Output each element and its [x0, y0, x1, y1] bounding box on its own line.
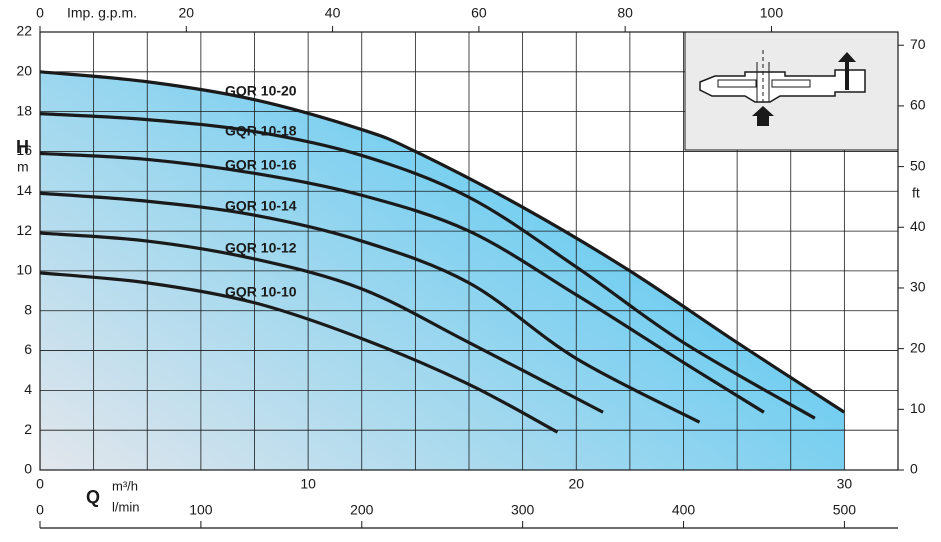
x-axis-unit: m³/h: [112, 478, 138, 493]
y-tick-label: 2: [24, 421, 32, 437]
x-tick-label: 20: [568, 476, 584, 492]
x-tick-label: 30: [837, 476, 853, 492]
y-axis-unit: m: [17, 159, 29, 175]
x2-tick-label: 100: [189, 502, 213, 518]
y2-tick-label: 40: [910, 218, 926, 234]
y-tick-label: 12: [16, 222, 32, 238]
x3-tick-label: 40: [325, 5, 341, 21]
y-tick-label: 8: [24, 301, 32, 317]
curve-label: GQR 10-16: [225, 157, 297, 173]
y2-axis-label: ft: [912, 185, 920, 201]
x3-tick-label: 0: [36, 5, 44, 21]
curve: [39, 70, 846, 414]
curve: [39, 271, 559, 434]
x3-tick-label: 20: [179, 5, 195, 21]
y2-tick-label: 10: [910, 400, 926, 416]
x3-tick-label: 80: [617, 5, 633, 21]
x2-tick-label: 300: [511, 502, 535, 518]
curve: [39, 151, 765, 414]
y-tick-label: 0: [24, 461, 32, 477]
y-tick-label: 10: [16, 262, 32, 278]
plot-frame: [39, 31, 899, 471]
curve-label: GQR 10-14: [225, 198, 297, 214]
y2-tick-label: 60: [910, 97, 926, 113]
y2-tick-label: 70: [910, 36, 926, 52]
x2-tick-label: 500: [833, 502, 857, 518]
curve: [39, 231, 604, 414]
curve-label: GQR 10-18: [225, 123, 297, 139]
y2-tick-label: 30: [910, 279, 926, 295]
y2-tick-label: 0: [910, 461, 918, 477]
x3-tick-label: 60: [471, 5, 487, 21]
y-tick-label: 6: [24, 341, 32, 357]
curve: [39, 112, 816, 420]
x-tick-label: 10: [300, 476, 316, 492]
x3-axis-label: Imp. g.p.m.: [67, 5, 137, 21]
y-tick-label: 16: [16, 142, 32, 158]
x3-tick-label: 100: [760, 5, 784, 21]
curve-label: GQR 10-12: [225, 240, 297, 256]
x-axis-label: Q: [86, 487, 100, 507]
x2-axis-label: l/min: [112, 499, 139, 514]
y-tick-label: 18: [16, 102, 32, 118]
y-tick-label: 4: [24, 381, 32, 397]
curve-label: GQR 10-10: [225, 284, 297, 300]
y-tick-label: 14: [16, 182, 32, 198]
x2-tick-label: 0: [36, 502, 44, 518]
curve: [39, 191, 701, 424]
y-tick-label: 22: [16, 23, 32, 39]
x2-tick-label: 400: [672, 502, 696, 518]
curve-label: GQR 10-20: [225, 83, 297, 99]
x-tick-label: 0: [36, 476, 44, 492]
y-tick-label: 20: [16, 63, 32, 79]
y2-tick-label: 50: [910, 157, 926, 173]
pump-diagram: [684, 31, 899, 151]
y2-tick-label: 20: [910, 339, 926, 355]
x2-tick-label: 200: [350, 502, 374, 518]
y-axis-label: H: [16, 137, 29, 157]
